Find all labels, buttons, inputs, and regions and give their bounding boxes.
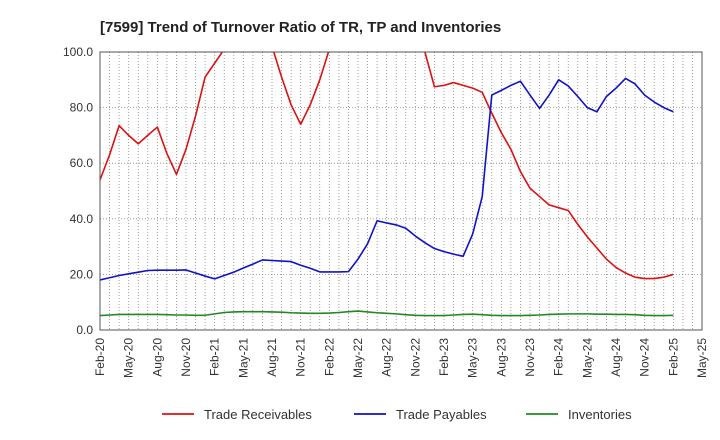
- x-tick-label: Aug-22: [380, 338, 394, 377]
- x-tick-label: May-20: [122, 338, 136, 378]
- x-axis-ticks: Feb-20 May-20 Aug-20 Nov-20 Feb-21 May-21 Aug-…: [93, 338, 709, 378]
- x-tick-label: Feb-25: [666, 338, 680, 376]
- legend-label-2: Inventories: [568, 407, 632, 422]
- x-tick-label: Nov-24: [638, 338, 652, 377]
- x-tick-label: Aug-23: [494, 338, 508, 377]
- y-tick-label: 20.0: [70, 267, 94, 281]
- x-tick-label: Nov-20: [179, 338, 193, 377]
- x-tick-label: Feb-24: [552, 338, 566, 376]
- series-lines: [100, 52, 674, 317]
- plot-area: [100, 52, 702, 330]
- x-tick-label: Nov-21: [294, 338, 308, 377]
- x-tick-label: May-22: [351, 338, 365, 378]
- x-tick-label: Feb-23: [437, 338, 451, 376]
- series-line-0: [100, 52, 674, 280]
- chart-title: [7599] Trend of Turnover Ratio of TR, TP…: [100, 19, 501, 36]
- x-tick-label: Aug-20: [150, 338, 164, 377]
- x-tick-label: May-21: [236, 338, 250, 378]
- series-line-2: [100, 310, 674, 317]
- x-tick-label: Feb-20: [93, 338, 107, 376]
- x-tick-label: Aug-21: [265, 338, 279, 377]
- legend: Trade Receivables Trade Payables Inventori…: [162, 407, 632, 422]
- y-tick-label: 40.0: [70, 212, 94, 226]
- grid-lines: [100, 52, 702, 330]
- y-tick-label: 100.0: [63, 45, 93, 59]
- y-tick-label: 80.0: [70, 101, 94, 115]
- x-tick-label: May-23: [466, 338, 480, 378]
- x-tick-label: May-24: [580, 338, 594, 378]
- legend-label-1: Trade Payables: [396, 407, 487, 422]
- series-line-1: [100, 77, 674, 281]
- x-tick-label: Nov-23: [523, 338, 537, 377]
- x-tick-label: Nov-22: [408, 338, 422, 377]
- plot-frame: [99, 51, 703, 331]
- y-tick-label: 0.0: [76, 323, 93, 337]
- x-tick-label: Aug-24: [609, 338, 623, 377]
- y-axis-ticks: 0.0 20.0 40.0 60.0 80.0 100.0: [63, 45, 93, 337]
- x-tick-label: Feb-21: [208, 338, 222, 376]
- y-tick-label: 60.0: [70, 156, 94, 170]
- x-tick-label: Feb-22: [322, 338, 336, 376]
- x-tick-label: May-25: [695, 338, 709, 378]
- legend-label-0: Trade Receivables: [204, 407, 312, 422]
